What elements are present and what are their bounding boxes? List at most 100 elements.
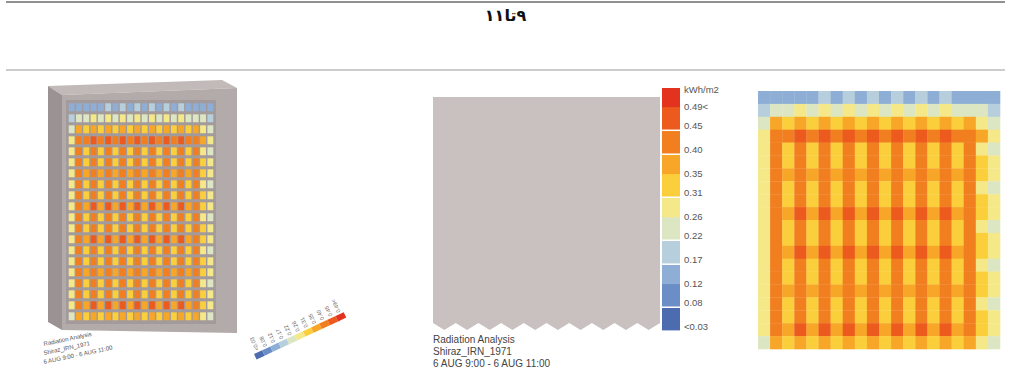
facade-cell	[113, 169, 119, 177]
heatmap-cell	[927, 285, 939, 298]
heatmap-cell	[964, 143, 976, 156]
heatmap-cell	[976, 323, 988, 336]
facade-cell	[120, 103, 126, 111]
heatmap-cell	[794, 168, 806, 181]
heatmap-cell	[988, 246, 1000, 259]
heatmap-cell	[915, 297, 927, 310]
facade-cell	[83, 202, 89, 210]
facade-cell	[76, 213, 82, 221]
heatmap-cell	[952, 259, 964, 272]
heatmap-cell	[988, 117, 1000, 130]
facade-cell	[164, 169, 170, 177]
facade-cell	[91, 202, 97, 210]
heatmap-cell	[915, 220, 927, 233]
facade-cell	[120, 279, 126, 287]
facade-cell	[91, 257, 97, 265]
heatmap-cell	[867, 181, 879, 194]
facade-cell	[200, 224, 206, 232]
facade-cell	[171, 114, 177, 122]
heatmap-cell	[758, 323, 770, 336]
heatmap-cell	[891, 181, 903, 194]
heatmap-cell	[794, 104, 806, 117]
heatmap-cell	[940, 168, 952, 181]
heatmap-cell	[927, 104, 939, 117]
facade-cell	[200, 246, 206, 254]
heatmap-cell	[867, 285, 879, 298]
chart-subtitle: Shiraz_IRN_1971	[433, 346, 512, 357]
heatmap-cell	[903, 323, 915, 336]
heatmap-cell	[952, 130, 964, 143]
heatmap-cell	[891, 220, 903, 233]
heatmap-cell	[891, 207, 903, 220]
facade-cell	[113, 224, 119, 232]
facade-cell	[76, 279, 82, 287]
facade-cell	[83, 147, 89, 155]
facade-cell	[200, 301, 206, 309]
facade-cell	[200, 125, 206, 133]
heatmap-cell	[782, 297, 794, 310]
facade-cell	[134, 169, 140, 177]
heatmap-cell	[903, 168, 915, 181]
facade-cell	[83, 235, 89, 243]
facade-cell	[164, 235, 170, 243]
facade-cell	[149, 290, 155, 298]
facade-cell	[186, 125, 192, 133]
heatmap-cell	[903, 117, 915, 130]
heatmap-cell	[758, 181, 770, 194]
facade-cell	[149, 235, 155, 243]
facade-cell	[98, 290, 104, 298]
facade-cell	[186, 191, 192, 199]
colorbar-swatch	[662, 174, 680, 196]
heatmap-cell	[794, 297, 806, 310]
heatmap-cell	[831, 168, 843, 181]
heatmap-cell	[819, 259, 831, 272]
facade-cell	[207, 136, 213, 144]
heatmap-cell	[940, 156, 952, 169]
facade-cell	[171, 290, 177, 298]
colorbar-label: 0.22	[684, 230, 703, 241]
heatmap-cell	[940, 297, 952, 310]
heatmap-cell	[879, 117, 891, 130]
heatmap-cell	[831, 272, 843, 285]
facade-cell	[134, 103, 140, 111]
heatmap-cell	[843, 310, 855, 323]
facade-cell	[91, 147, 97, 155]
facade-cell	[164, 279, 170, 287]
facade-cell	[76, 103, 82, 111]
heatmap-cell	[952, 104, 964, 117]
facade-cell	[105, 290, 111, 298]
heatmap-cell	[806, 297, 818, 310]
facade-cell	[186, 202, 192, 210]
facade-cell	[120, 158, 126, 166]
facade-cell	[178, 224, 184, 232]
heatmap-cell	[819, 168, 831, 181]
facade-cell	[207, 257, 213, 265]
heatmap-cell	[927, 220, 939, 233]
facade-cell	[164, 180, 170, 188]
colorbar-label: 0.08	[684, 297, 703, 308]
facade-cell	[178, 125, 184, 133]
heatmap-cell	[903, 297, 915, 310]
facade-cell	[120, 257, 126, 265]
heatmap-cell	[927, 91, 939, 104]
heatmap-cell	[758, 297, 770, 310]
facade-cell	[142, 213, 148, 221]
heatmap-cell	[770, 220, 782, 233]
heatmap-cell	[758, 220, 770, 233]
facade-cell	[156, 312, 162, 320]
heatmap-cell	[964, 336, 976, 349]
facade-cell	[76, 202, 82, 210]
facade-cell	[105, 169, 111, 177]
cube-legend-label: 0.22	[283, 324, 293, 336]
heatmap-cell	[988, 130, 1000, 143]
heatmap-cell	[782, 310, 794, 323]
heatmap-cell	[782, 246, 794, 259]
heatmap-cell	[806, 259, 818, 272]
heatmap-cell	[770, 297, 782, 310]
heatmap-cell	[831, 181, 843, 194]
heatmap-cell	[940, 207, 952, 220]
facade-cell	[83, 224, 89, 232]
facade-cell	[113, 268, 119, 276]
facade-cell	[200, 114, 206, 122]
heatmap-cell	[794, 336, 806, 349]
